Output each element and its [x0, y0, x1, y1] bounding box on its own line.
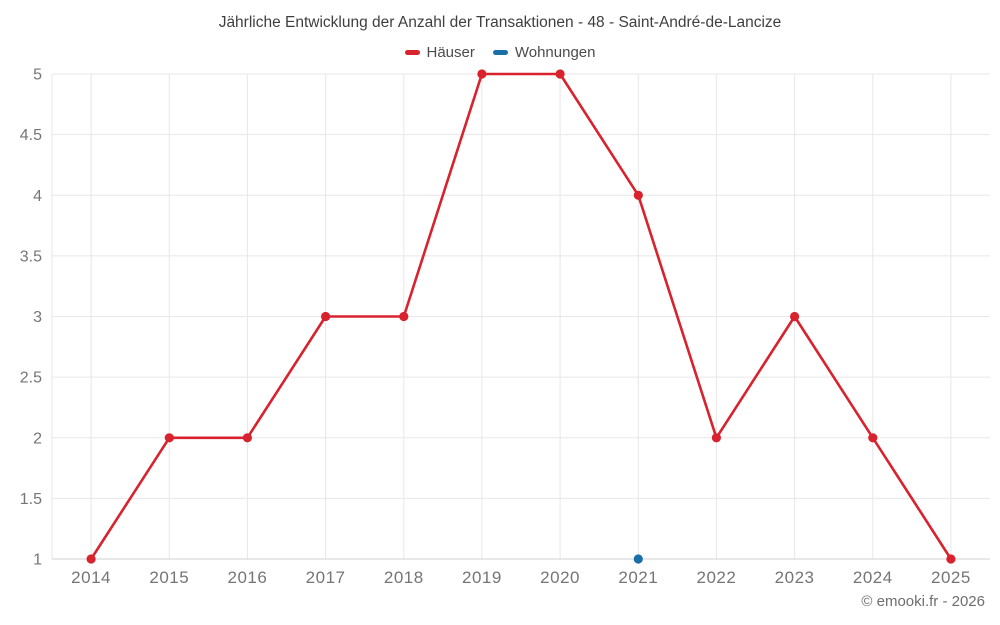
- series-point-häuser[interactable]: [321, 311, 331, 322]
- series-point-häuser[interactable]: [399, 311, 409, 322]
- x-tick-label: 2024: [853, 568, 893, 587]
- y-tick-label: 5: [33, 67, 42, 84]
- x-tick-label: 2018: [384, 568, 424, 587]
- y-tick-label: 2.5: [20, 370, 42, 387]
- legend-label-haeuser: Häuser: [426, 44, 475, 61]
- series-point-wohnungen[interactable]: [633, 554, 643, 564]
- series-point-häuser[interactable]: [477, 69, 487, 79]
- x-tick-label: 2020: [540, 568, 580, 587]
- series-point-häuser[interactable]: [868, 433, 878, 443]
- series-point-häuser[interactable]: [711, 433, 722, 443]
- y-tick-label: 4.5: [20, 127, 42, 144]
- legend-item-haeuser[interactable]: Häuser: [404, 44, 475, 61]
- y-tick-label: 3.5: [20, 248, 42, 265]
- series-line-häuser: [89, 72, 953, 561]
- x-tick-label: 2015: [149, 568, 189, 587]
- copyright-text: © emooki.fr - 2026: [861, 593, 985, 610]
- x-tick-label: 2022: [696, 568, 736, 587]
- chart-legend: Häuser Wohnungen: [0, 44, 1000, 61]
- legend-swatch-wohnungen-icon: [492, 50, 508, 55]
- series-point-häuser[interactable]: [555, 69, 565, 79]
- chart-title: Jährliche Entwicklung der Anzahl der Tra…: [218, 14, 782, 31]
- series-point-häuser[interactable]: [242, 433, 252, 443]
- y-tick-label: 1.5: [20, 491, 42, 508]
- series-point-häuser[interactable]: [86, 554, 96, 564]
- y-tick-label: 2: [33, 430, 42, 447]
- x-tick-label: 2017: [306, 568, 346, 587]
- y-tick-label: 4: [33, 188, 42, 205]
- x-tick-label: 2019: [462, 568, 502, 587]
- x-tick-label: 2023: [775, 568, 815, 587]
- series-point-häuser[interactable]: [164, 433, 174, 443]
- series-point-häuser[interactable]: [633, 190, 643, 200]
- x-tick-label: 2014: [71, 568, 111, 587]
- y-tick-label: 1: [33, 552, 42, 569]
- series-point-häuser[interactable]: [790, 311, 800, 322]
- series-point-häuser[interactable]: [946, 554, 956, 564]
- x-tick-label: 2025: [931, 568, 971, 587]
- legend-label-wohnungen: Wohnungen: [514, 44, 596, 61]
- legend-swatch-haeuser-icon: [404, 50, 420, 55]
- x-tick-label: 2016: [227, 568, 267, 587]
- x-tick-label: 2021: [618, 568, 658, 587]
- y-tick-label: 3: [33, 309, 42, 326]
- legend-item-wohnungen[interactable]: Wohnungen: [492, 44, 596, 61]
